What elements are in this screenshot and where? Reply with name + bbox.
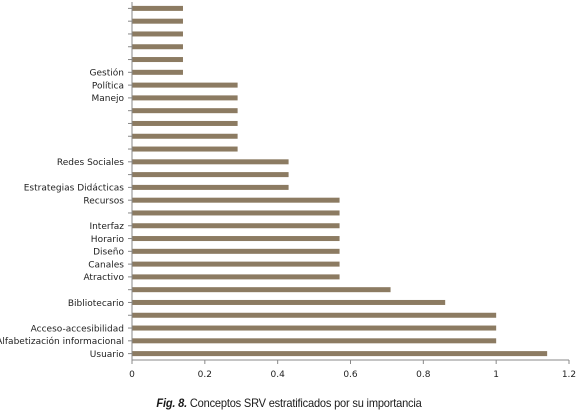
bar <box>132 18 183 24</box>
bar <box>132 312 497 318</box>
category-label: Diseño <box>93 248 124 258</box>
bar <box>132 5 183 11</box>
category-label: Atractivo <box>83 273 124 283</box>
bar <box>132 210 340 216</box>
category-label: Redes Sociales <box>57 158 124 168</box>
bar <box>132 184 289 190</box>
bar <box>132 248 340 254</box>
x-tick-label: 1.2 <box>562 370 576 380</box>
bar <box>132 44 183 50</box>
chart-bars <box>132 5 548 357</box>
x-tick-label: 0.4 <box>271 370 286 380</box>
bar <box>132 120 238 126</box>
category-label: Estrategias Didácticas <box>24 184 125 194</box>
bar <box>132 82 238 88</box>
bar <box>132 274 340 280</box>
category-label: Canales <box>88 260 124 270</box>
category-label: Acceso-accesibilidad <box>31 324 124 334</box>
chart-x-ticks: 0 0.2 0.4 0.6 0.8 1 1.2 <box>129 360 576 380</box>
bar <box>132 351 548 357</box>
bar <box>132 325 497 331</box>
bar <box>132 108 238 114</box>
bar <box>132 159 289 165</box>
bar <box>132 133 238 139</box>
bar <box>132 57 183 63</box>
bar <box>132 299 446 305</box>
category-label: Política <box>92 81 124 91</box>
bar <box>132 31 183 37</box>
bar <box>132 223 340 229</box>
x-tick-label: 1 <box>493 370 499 380</box>
bar <box>132 172 289 178</box>
bar <box>132 236 340 242</box>
bar <box>132 197 340 203</box>
x-tick-label: 0 <box>129 370 135 380</box>
bar <box>132 69 183 75</box>
figure-label: Fig. 8. <box>156 396 188 410</box>
category-label: Recursos <box>83 196 124 206</box>
category-label: Gestión <box>90 68 124 79</box>
bar <box>132 261 340 267</box>
bar <box>132 95 238 101</box>
category-label: Manejo <box>91 94 124 104</box>
bar <box>132 287 391 293</box>
x-tick-label: 0.2 <box>198 370 212 380</box>
x-tick-label: 0.8 <box>416 370 431 380</box>
category-label: Alfabetización informacional <box>0 336 124 347</box>
caption-text: Conceptos SRV estratificados por su impo… <box>187 396 422 410</box>
category-label: Interfaz <box>89 222 124 232</box>
category-label: Bibliotecario <box>68 299 125 309</box>
x-tick-label: 0.6 <box>343 370 358 380</box>
category-label: Usuario <box>90 350 125 360</box>
chart-axes <box>128 2 569 361</box>
category-label: Horario <box>91 235 125 245</box>
chart: Usuario Alfabetización informacional Acces… <box>0 2 576 380</box>
figure-caption: Fig. 8. Conceptos SRV estratificados por… <box>23 396 555 410</box>
bar <box>132 338 497 344</box>
chart-category-labels: Usuario Alfabetización informacional Acces… <box>0 68 124 360</box>
bar <box>132 146 238 152</box>
